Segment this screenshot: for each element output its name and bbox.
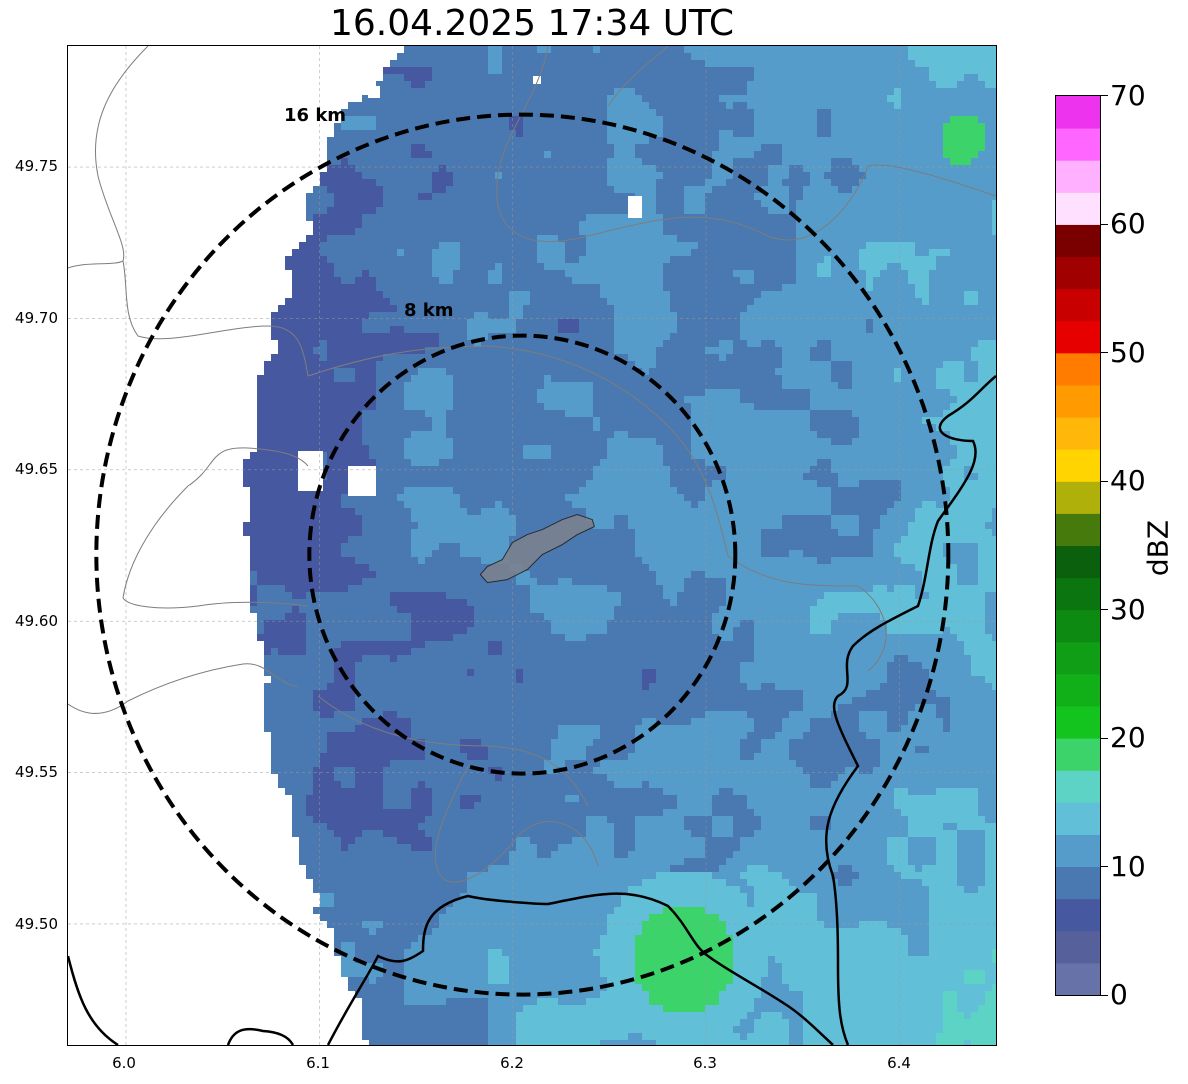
range-ring-16km bbox=[94, 112, 951, 997]
colorbar-segment bbox=[1056, 192, 1100, 225]
colorbar-tick-label: 40 bbox=[1110, 464, 1146, 497]
colorbar-tick-mark bbox=[1101, 224, 1108, 225]
colorbar-tick-label: 30 bbox=[1110, 593, 1146, 626]
radar-map[interactable] bbox=[67, 45, 997, 1046]
colorbar-segment bbox=[1056, 802, 1100, 835]
colorbar-segment bbox=[1056, 513, 1100, 546]
colorbar-segment bbox=[1056, 320, 1100, 354]
y-tick-label: 49.50 bbox=[15, 915, 58, 933]
colorbar-segment bbox=[1056, 481, 1100, 514]
site-area-polygon bbox=[479, 514, 595, 584]
colorbar-segment bbox=[1056, 160, 1100, 193]
colorbar-segment bbox=[1056, 930, 1100, 964]
colorbar-tick-label: 20 bbox=[1110, 721, 1146, 754]
colorbar-segment bbox=[1056, 417, 1100, 450]
no-data-patch bbox=[628, 196, 642, 218]
reflectivity-field bbox=[243, 46, 996, 1045]
colorbar-segment bbox=[1056, 962, 1100, 995]
y-tick-label: 49.70 bbox=[15, 309, 58, 327]
colorbar-tick-mark bbox=[1101, 352, 1108, 353]
y-tick-label: 49.60 bbox=[15, 612, 58, 630]
ring-label-8km: 8 km bbox=[404, 300, 454, 321]
colorbar-segment bbox=[1056, 577, 1100, 611]
colorbar-tick-mark bbox=[1101, 995, 1108, 996]
colorbar-segment bbox=[1056, 738, 1100, 771]
colorbar-segment bbox=[1056, 288, 1100, 322]
country-borders bbox=[68, 375, 996, 1045]
x-tick-label: 6.2 bbox=[500, 1054, 524, 1072]
colorbar-segment bbox=[1056, 673, 1100, 707]
colorbar-segment bbox=[1056, 834, 1100, 868]
x-tick-label: 6.0 bbox=[112, 1054, 136, 1072]
y-tick-label: 49.55 bbox=[15, 763, 58, 781]
y-tick-label: 49.65 bbox=[15, 460, 58, 478]
colorbar-segment bbox=[1056, 641, 1100, 675]
x-tick-label: 6.4 bbox=[887, 1054, 911, 1072]
range-ring-8km bbox=[307, 333, 738, 776]
colorbar-segment bbox=[1056, 128, 1100, 161]
colorbar-tick-mark bbox=[1101, 609, 1108, 610]
colorbar-tick-label: 50 bbox=[1110, 336, 1146, 369]
colorbar-segment bbox=[1056, 609, 1100, 643]
colorbar-tick-label: 0 bbox=[1110, 978, 1128, 1011]
colorbar-segment bbox=[1056, 352, 1100, 386]
colorbar-tick-mark bbox=[1101, 738, 1108, 739]
colorbar-tick-label: 60 bbox=[1110, 207, 1146, 240]
colorbar-tick-mark bbox=[1101, 866, 1108, 867]
no-data-patch bbox=[368, 86, 380, 98]
gridlines bbox=[68, 46, 996, 1045]
colorbar-segment bbox=[1056, 770, 1100, 803]
colorbar-tick-mark bbox=[1101, 481, 1108, 482]
colorbar bbox=[1055, 95, 1101, 996]
no-data-patch bbox=[298, 451, 323, 491]
y-tick-label: 49.75 bbox=[15, 157, 58, 175]
colorbar-tick-mark bbox=[1101, 95, 1108, 96]
colorbar-tick-label: 70 bbox=[1110, 79, 1146, 112]
colorbar-gradient bbox=[1056, 96, 1100, 995]
colorbar-segment bbox=[1056, 384, 1100, 418]
colorbar-segment bbox=[1056, 898, 1100, 932]
colorbar-segment bbox=[1056, 96, 1100, 129]
radar-map-canvas bbox=[68, 46, 996, 1045]
admin-boundaries bbox=[68, 46, 996, 883]
colorbar-segment bbox=[1056, 256, 1100, 290]
ring-label-16km: 16 km bbox=[284, 105, 347, 126]
map-title: 16.04.2025 17:34 UTC bbox=[329, 3, 735, 44]
colorbar-segment bbox=[1056, 224, 1100, 258]
colorbar-segment bbox=[1056, 449, 1100, 482]
colorbar-segment bbox=[1056, 545, 1100, 579]
no-data-patch bbox=[348, 466, 376, 496]
colorbar-segment bbox=[1056, 866, 1100, 900]
x-tick-label: 6.1 bbox=[306, 1054, 330, 1072]
colorbar-segment bbox=[1056, 706, 1100, 739]
colorbar-tick-label: 10 bbox=[1110, 850, 1146, 883]
x-tick-label: 6.3 bbox=[693, 1054, 717, 1072]
colorbar-label: dBZ bbox=[1141, 519, 1175, 577]
no-data-patch bbox=[533, 76, 541, 84]
